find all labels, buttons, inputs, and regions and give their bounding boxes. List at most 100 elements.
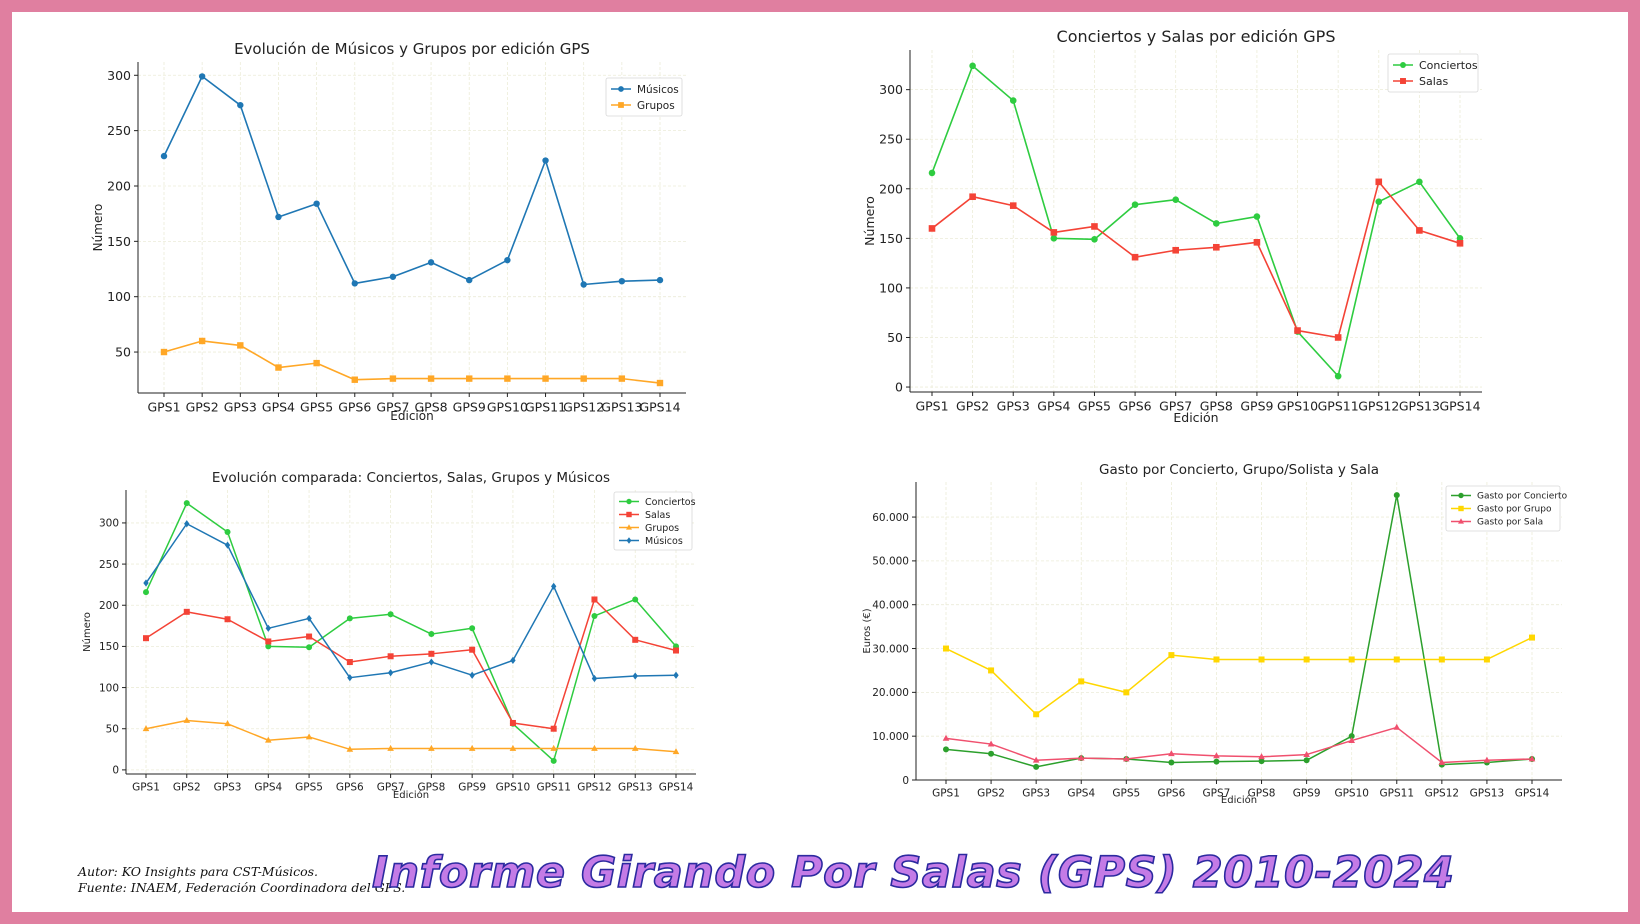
data-point [1334, 334, 1342, 341]
data-point [943, 746, 949, 753]
grid [138, 62, 686, 393]
data-point [265, 736, 272, 743]
data-point [1213, 758, 1220, 765]
data-point [224, 720, 231, 727]
grid [910, 50, 1482, 392]
x-axis-label: Edición [393, 789, 429, 801]
data-point [184, 520, 190, 528]
series-salas [143, 596, 679, 732]
chart-title: Evolución de Músicos y Grupos por edició… [234, 40, 590, 58]
data-point [306, 644, 313, 651]
x-tick-label: GPS1 [147, 400, 180, 415]
data-point [618, 277, 626, 285]
y-tick-label: 100 [879, 280, 903, 295]
data-point [306, 633, 313, 640]
data-point [427, 375, 435, 382]
credits-author: Autor: KO Insights para CST-Músicos. [78, 864, 318, 879]
data-point [1131, 201, 1139, 208]
chart-title: Evolución comparada: Conciertos, Salas, … [212, 470, 610, 486]
data-point [618, 375, 626, 382]
data-point [1131, 253, 1139, 261]
y-tick-label: 20.000 [872, 687, 909, 699]
x-tick-label: GPS4 [1067, 788, 1095, 800]
data-point [1091, 236, 1098, 243]
series-line [145, 719, 677, 753]
data-point [143, 635, 149, 642]
data-point [1393, 723, 1401, 730]
y-tick-label: 300 [107, 68, 131, 83]
legend-swatch-marker [618, 102, 624, 108]
y-tick-label: 250 [99, 559, 119, 571]
data-point [265, 638, 272, 645]
data-point [672, 748, 680, 755]
data-point [1438, 656, 1445, 663]
x-axis-label: Edición [1173, 410, 1218, 425]
data-point [1253, 213, 1261, 220]
data-point [1123, 755, 1130, 762]
data-point [198, 337, 206, 345]
y-tick-label: 40.000 [872, 599, 909, 611]
series-conciertos [143, 500, 679, 764]
series-line [145, 502, 677, 762]
chart-conciertos-salas: 0 50 100 150 200 250 300 GPS1 GPS2 GPS3 GPS4 GPS5 GP… [862, 27, 1482, 425]
data-point [1303, 757, 1310, 764]
series-line [945, 494, 1533, 768]
data-point [142, 725, 150, 732]
y-tick-label: 10.000 [872, 731, 909, 743]
series-line [945, 726, 1533, 764]
legend-label: Conciertos [1419, 59, 1478, 72]
x-tick-label: GPS5 [1112, 788, 1140, 800]
data-point [160, 348, 168, 356]
data-point [1050, 229, 1058, 236]
x-axis-label: Edición [390, 409, 433, 422]
legend-label: Gasto por Sala [1477, 518, 1543, 528]
data-point [1348, 656, 1355, 663]
data-point [1483, 656, 1490, 663]
series-line [145, 523, 677, 680]
x-axis-label: Edición [1221, 794, 1257, 806]
legend-swatch-marker [1400, 78, 1406, 84]
data-point [632, 596, 639, 603]
y-axis-label: Euros (€) [862, 608, 873, 653]
data-point [1258, 758, 1265, 765]
data-point [542, 375, 549, 382]
series-line [931, 181, 1461, 339]
grid [126, 490, 696, 774]
y-tick-label: 0 [895, 380, 903, 395]
legend-label: Gasto por Concierto [1477, 492, 1568, 502]
x-tick-label: GPS7 [1159, 399, 1192, 414]
series-line [163, 75, 661, 286]
x-tick-label: GPS1 [915, 399, 948, 414]
x-tick-label: GPS3 [224, 400, 257, 415]
data-point [1393, 656, 1400, 663]
x-tick-label: GPS14 [639, 400, 680, 415]
x-tick-label: GPS13 [1399, 399, 1440, 414]
data-point [469, 671, 475, 679]
data-point [160, 152, 168, 160]
data-point [428, 658, 435, 666]
y-tick-label: 150 [99, 641, 119, 653]
credits-source: Fuente: INAEM, Federación Coordinadora d… [78, 880, 406, 895]
data-point [428, 631, 435, 638]
data-point [237, 342, 244, 349]
data-point [1172, 196, 1179, 203]
x-tick-label: GPS9 [453, 400, 486, 415]
data-point [673, 647, 679, 654]
x-tick-label: GPS3 [214, 782, 242, 794]
data-point [183, 608, 190, 615]
x-tick-label: GPS12 [577, 782, 612, 794]
data-point [943, 645, 949, 652]
y-tick-label: 150 [879, 231, 903, 246]
data-point [346, 659, 353, 666]
series-gasto-por-grupo [943, 634, 1535, 718]
legend-box [605, 77, 683, 117]
legend-swatch-marker [1458, 492, 1464, 499]
x-tick-label: GPS4 [262, 400, 295, 415]
x-tick-label: GPS4 [1037, 399, 1070, 414]
data-point [504, 256, 511, 264]
y-tick-label: 60.000 [872, 512, 909, 524]
x-tick-label: GPS2 [977, 788, 1005, 800]
data-point [224, 541, 231, 549]
data-point [591, 674, 598, 683]
x-tick-label: GPS7 [376, 400, 409, 415]
